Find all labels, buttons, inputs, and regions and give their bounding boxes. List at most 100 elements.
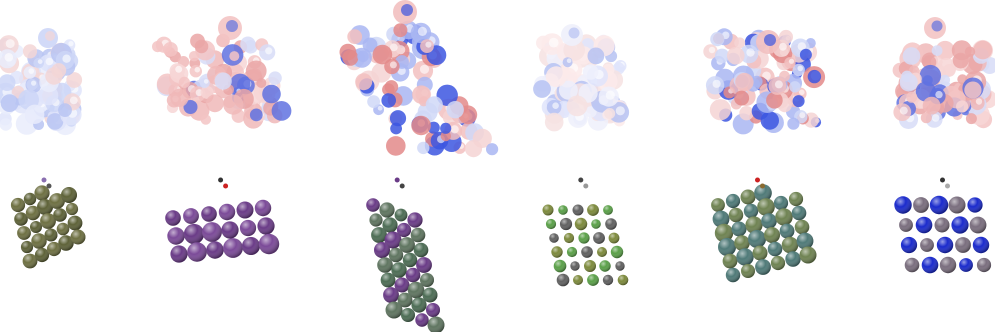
- isosurface-blob: [545, 66, 567, 88]
- atom-shading: [385, 301, 403, 319]
- atom-shading: [201, 206, 217, 222]
- atom-shading: [40, 213, 56, 229]
- atom-shading: [599, 260, 611, 272]
- atom-shading: [775, 208, 793, 226]
- isosurface-blob: [372, 44, 393, 65]
- atom-shading: [741, 264, 755, 278]
- atomic-structure-panel-2: [165, 177, 280, 263]
- isosurface-lobe: [931, 20, 943, 32]
- isosurface-blob: [66, 72, 83, 88]
- isosurface-blob: [200, 85, 214, 99]
- atom-shading: [913, 197, 929, 213]
- isosurface-blob: [152, 41, 164, 53]
- isosurface-blob: [268, 71, 282, 85]
- adsorbate-atom: [399, 183, 405, 189]
- atom-shading: [951, 216, 969, 234]
- atom-shading: [22, 253, 38, 269]
- atom-shading: [49, 193, 65, 209]
- charge-density-panel-6: [892, 17, 995, 129]
- atom-shading: [754, 184, 772, 202]
- atom-shading: [407, 212, 423, 228]
- atom-shading: [427, 316, 445, 332]
- atom-shading: [56, 222, 70, 236]
- atom-shading: [578, 232, 590, 244]
- atom-shading: [242, 237, 260, 255]
- isosurface-blob: [709, 99, 732, 121]
- isosurface-highlight: [552, 102, 559, 109]
- isosurface-blob: [956, 100, 969, 113]
- isosurface-blob: [734, 90, 750, 106]
- isosurface-blob: [727, 46, 745, 65]
- atom-shading: [904, 257, 920, 273]
- isosurface-highlight: [450, 125, 459, 134]
- isosurface-blob: [384, 80, 399, 94]
- charge-density-panel-4: [533, 24, 630, 132]
- isosurface-blob: [417, 141, 430, 155]
- atom-shading: [718, 238, 736, 256]
- atom-shading: [394, 208, 408, 222]
- atom-shading: [405, 267, 421, 283]
- isosurface-highlight: [788, 58, 795, 64]
- atom-shading: [788, 191, 804, 207]
- adsorbate-atom: [223, 183, 229, 189]
- isosurface-highlight: [37, 59, 43, 64]
- isosurface-highlight: [62, 54, 71, 63]
- isosurface-highlight: [425, 41, 432, 48]
- charge-density-panel-5: [703, 28, 826, 135]
- isosurface-blob: [271, 101, 292, 121]
- atom-shading: [712, 210, 730, 228]
- atom-shading: [165, 210, 181, 226]
- atom-shading: [605, 218, 617, 230]
- isosurface-blob: [223, 94, 244, 115]
- isosurface-blob: [792, 95, 805, 108]
- atom-shading: [369, 213, 383, 227]
- isosurface-blob: [22, 44, 38, 59]
- isosurface-highlight: [797, 65, 803, 72]
- atom-shading: [553, 259, 567, 273]
- isosurface-highlight: [799, 89, 805, 96]
- atom-shading: [399, 237, 415, 253]
- isosurface-highlight: [975, 98, 983, 105]
- charge-density-panel-2: [152, 16, 292, 129]
- atom-shading: [25, 205, 41, 221]
- atom-shading: [379, 202, 395, 218]
- atom-shading: [587, 274, 599, 286]
- atom-shading: [574, 217, 588, 231]
- adsorbate-atom: [46, 183, 52, 189]
- atom-shading: [401, 308, 415, 322]
- atom-shading: [757, 198, 775, 216]
- isosurface-blob: [51, 63, 67, 78]
- atom-shading: [187, 242, 207, 262]
- isosurface-blob: [919, 64, 942, 87]
- isosurface-blob: [347, 29, 363, 45]
- isosurface-highlight: [417, 26, 427, 36]
- isosurface-highlight: [799, 112, 806, 119]
- atom-shading: [610, 245, 624, 259]
- isosurface-blob: [714, 48, 730, 63]
- isosurface-blob: [214, 72, 232, 90]
- isosurface-blob: [533, 80, 551, 98]
- isosurface-highlight: [899, 106, 908, 115]
- isosurface-highlight: [175, 65, 183, 73]
- isosurface-blob: [367, 95, 380, 108]
- atom-shading: [70, 229, 86, 245]
- isosurface-highlight: [194, 66, 201, 73]
- atom-shading: [955, 237, 971, 253]
- atom-shading: [221, 221, 239, 239]
- atom-shading: [44, 228, 58, 242]
- isosurface-blob: [386, 136, 406, 156]
- isosurface-highlight: [389, 61, 397, 69]
- isosurface-lobe: [45, 31, 55, 41]
- atom-shading: [915, 216, 933, 234]
- atom-shading: [969, 216, 987, 234]
- atom-shading: [791, 205, 807, 221]
- isosurface-blob: [787, 117, 800, 130]
- isosurface-blob: [240, 36, 256, 52]
- atom-shading: [236, 201, 254, 219]
- isosurface-highlight: [28, 68, 35, 74]
- isosurface-highlight: [203, 79, 209, 84]
- isosurface-highlight: [548, 37, 559, 48]
- isosurface-blob: [920, 112, 932, 124]
- atom-shading: [254, 199, 272, 217]
